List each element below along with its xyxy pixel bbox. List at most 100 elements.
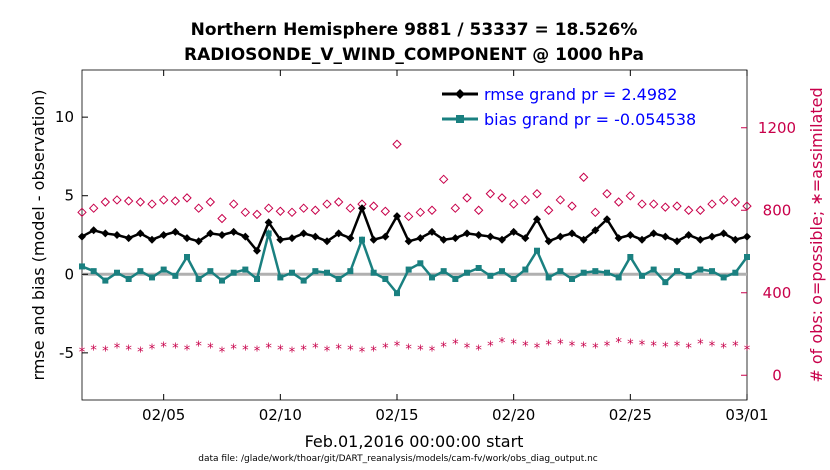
obs-assimilated-point: * [569,339,576,354]
obs-possible-point [112,195,122,205]
rmse-point [451,234,460,243]
y-tick-label: 0 [64,265,74,283]
obs-possible-point [695,205,706,215]
rmse-point [334,229,343,238]
x-axis-label: Feb.01,2016 00:00:00 start [305,432,524,451]
obs-possible-point [567,201,577,211]
obs-possible-point [170,196,181,206]
bias-point [732,269,739,276]
bias-point [627,254,634,260]
bias-point [312,268,319,275]
obs-possible-point [345,203,356,213]
y2-tick-label: 400 [763,284,792,302]
rmse-point [428,227,436,236]
obs-assimilated-point: * [510,337,517,352]
obs-assimilated-point: * [639,338,646,353]
obs-assimilated-point: * [650,339,657,354]
obs-possible-point [135,197,146,207]
rmse-point [89,226,98,235]
bias-point [160,266,167,273]
obs-possible-point [508,199,519,209]
bias-point [149,274,155,281]
bias-point [347,268,354,275]
rmse-point [556,232,565,241]
rmse-point [579,235,588,244]
x-tick-label: 02/20 [492,406,535,424]
bias-point [685,272,692,279]
rmse-series [78,204,751,255]
obs-possible-point [707,199,717,209]
rmse-point [696,235,705,244]
y-axis-left: -5 0 5 10 [55,108,88,362]
obs-assimilated-point: * [242,343,249,358]
obs-possible-point [392,139,402,149]
obs-possible-point [403,211,414,222]
obs-possible-point [368,201,379,211]
legend: rmse grand pr = 2.4982 bias grand pr = -… [442,85,696,129]
rmse-point [194,237,203,246]
rmse-point [404,237,413,246]
obs-possible-point [88,203,99,213]
obs-assimilated-point: * [557,337,564,352]
x-tick-label: 02/25 [609,406,652,424]
legend-rmse-marker [455,89,465,99]
obs-possible-point [310,205,321,215]
obs-assimilated-point: * [265,341,272,356]
rmse-point [241,232,250,241]
y-axis-right: 0 400 800 1200 [741,119,796,384]
bias-point [615,274,622,281]
rmse-point [708,232,716,241]
bias-point [219,277,225,284]
obs-possible-point [660,202,671,212]
obs-possible-point [182,193,192,203]
rmse-point [638,235,646,244]
obs-assimilated-point: * [160,340,167,355]
obs-possible-point [578,172,589,182]
obs-possible-point [730,197,741,207]
rmse-point [276,235,285,244]
rmse-point [591,226,600,235]
x-tick-label: 03/01 [725,406,768,424]
rmse-point [568,229,576,238]
bias-point [440,268,447,275]
rmse-point [264,218,273,227]
obs-assimilated-point: * [254,344,261,359]
obs-assimilated-point: * [114,341,121,356]
obs-possible-point [625,191,636,201]
obs-possible-point [485,189,496,199]
obs-assimilated-point: * [662,340,669,355]
obs-possible-point [450,203,461,213]
bias-point [744,254,750,260]
rmse-point [673,237,681,246]
obs-assimilated-point: * [440,340,447,355]
rmse-point [614,234,623,243]
obs-assimilated-point: * [522,339,529,354]
rmse-point [159,231,168,239]
obs-possible-point [193,203,204,213]
obs-assimilated-point: * [732,339,739,354]
obs-possible-point [672,201,682,211]
rmse-point [299,229,308,238]
obs-possible-point [147,199,157,209]
bias-point [359,236,365,243]
rmse-point [206,229,215,238]
rmse-point [393,212,401,221]
obs-possible-point [228,199,239,209]
rmse-point [78,232,86,241]
obs-assimilated-point: * [405,342,412,357]
obs-assimilated-point: * [90,343,97,358]
bias-point [195,276,202,282]
bias-point [324,269,330,276]
obs-assimilated-point: * [429,344,436,359]
bias-point [114,269,120,276]
bias-point [370,269,377,276]
obs-possible-point [205,197,216,207]
bias-point [79,263,85,270]
legend-rmse-label: rmse grand pr = 2.4982 [484,85,677,104]
obs-assimilated-point: * [312,341,319,356]
rmse-point [136,229,145,238]
obs-assimilated-point: * [102,344,109,359]
bias-point [510,276,517,282]
bias-point [674,268,680,275]
rmse-point [509,227,518,236]
